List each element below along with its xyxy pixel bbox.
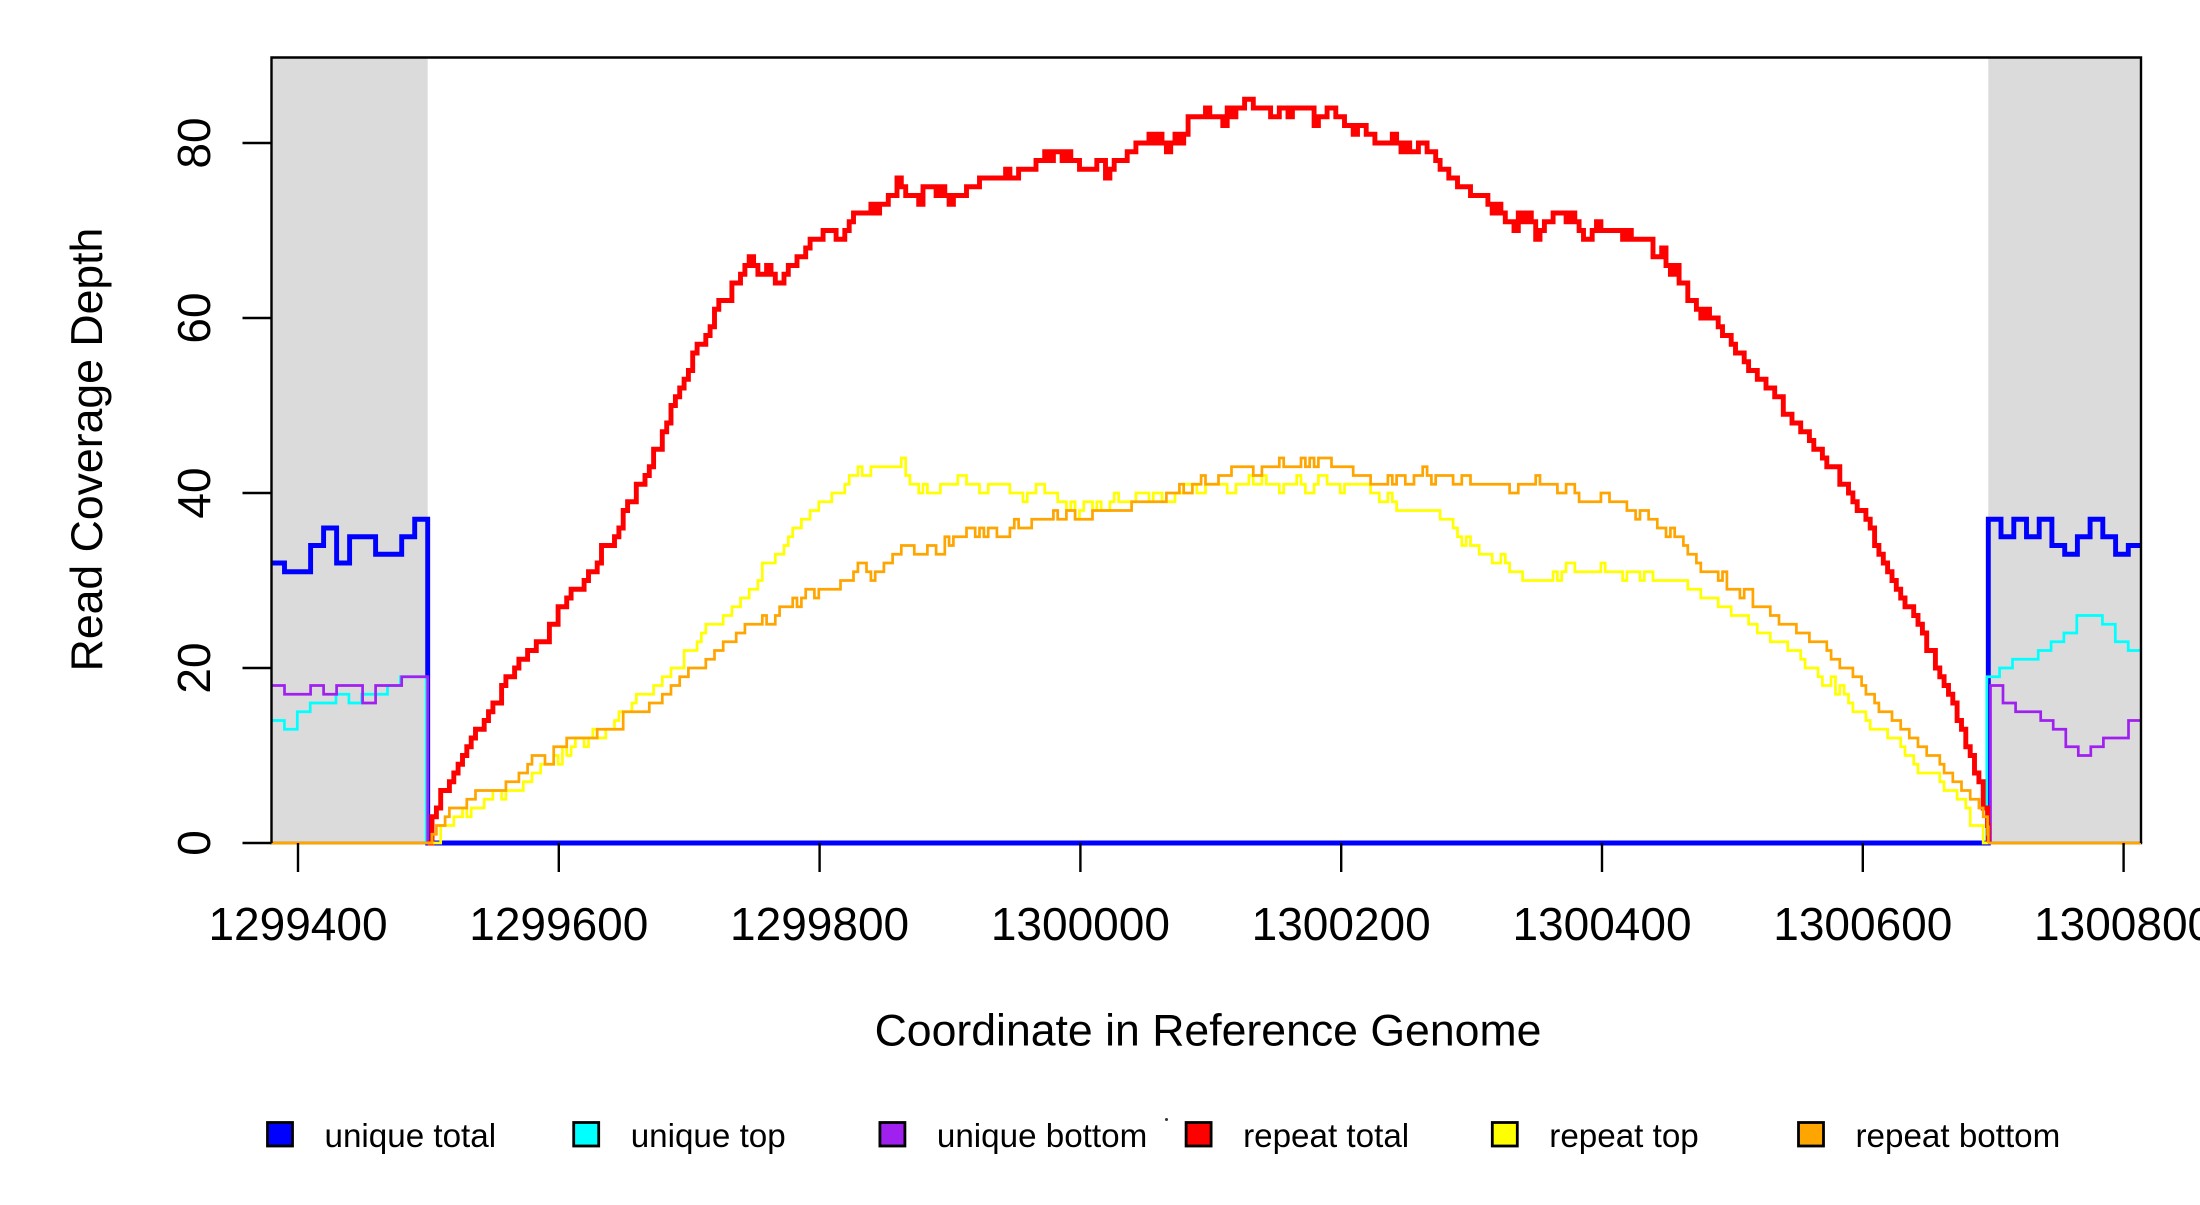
svg-text:unique top: unique top bbox=[631, 1118, 786, 1155]
svg-text:repeat top: repeat top bbox=[1549, 1118, 1698, 1155]
svg-text:unique total: unique total bbox=[325, 1118, 497, 1155]
svg-text:60: 60 bbox=[168, 292, 220, 343]
svg-text:repeat bottom: repeat bottom bbox=[1856, 1118, 2061, 1155]
svg-text:40: 40 bbox=[168, 467, 220, 518]
svg-text:0: 0 bbox=[168, 830, 220, 856]
svg-text:1299800: 1299800 bbox=[730, 898, 909, 950]
svg-text:1300200: 1300200 bbox=[1252, 898, 1431, 950]
svg-text:80: 80 bbox=[168, 117, 220, 168]
svg-text:1300400: 1300400 bbox=[1512, 898, 1691, 950]
svg-text:1299600: 1299600 bbox=[469, 898, 648, 950]
svg-text:Read Coverage Depth: Read Coverage Depth bbox=[63, 228, 112, 672]
svg-text:repeat total: repeat total bbox=[1243, 1118, 1409, 1155]
svg-text:unique bottom: unique bottom bbox=[937, 1118, 1147, 1155]
svg-text:Coordinate in Reference Genome: Coordinate in Reference Genome bbox=[875, 1007, 1542, 1056]
svg-text:1300600: 1300600 bbox=[1773, 898, 1952, 950]
svg-text:20: 20 bbox=[168, 642, 220, 693]
svg-text:1300800: 1300800 bbox=[2034, 898, 2200, 950]
svg-text:1300000: 1300000 bbox=[991, 898, 1170, 950]
svg-text:1299400: 1299400 bbox=[208, 898, 387, 950]
